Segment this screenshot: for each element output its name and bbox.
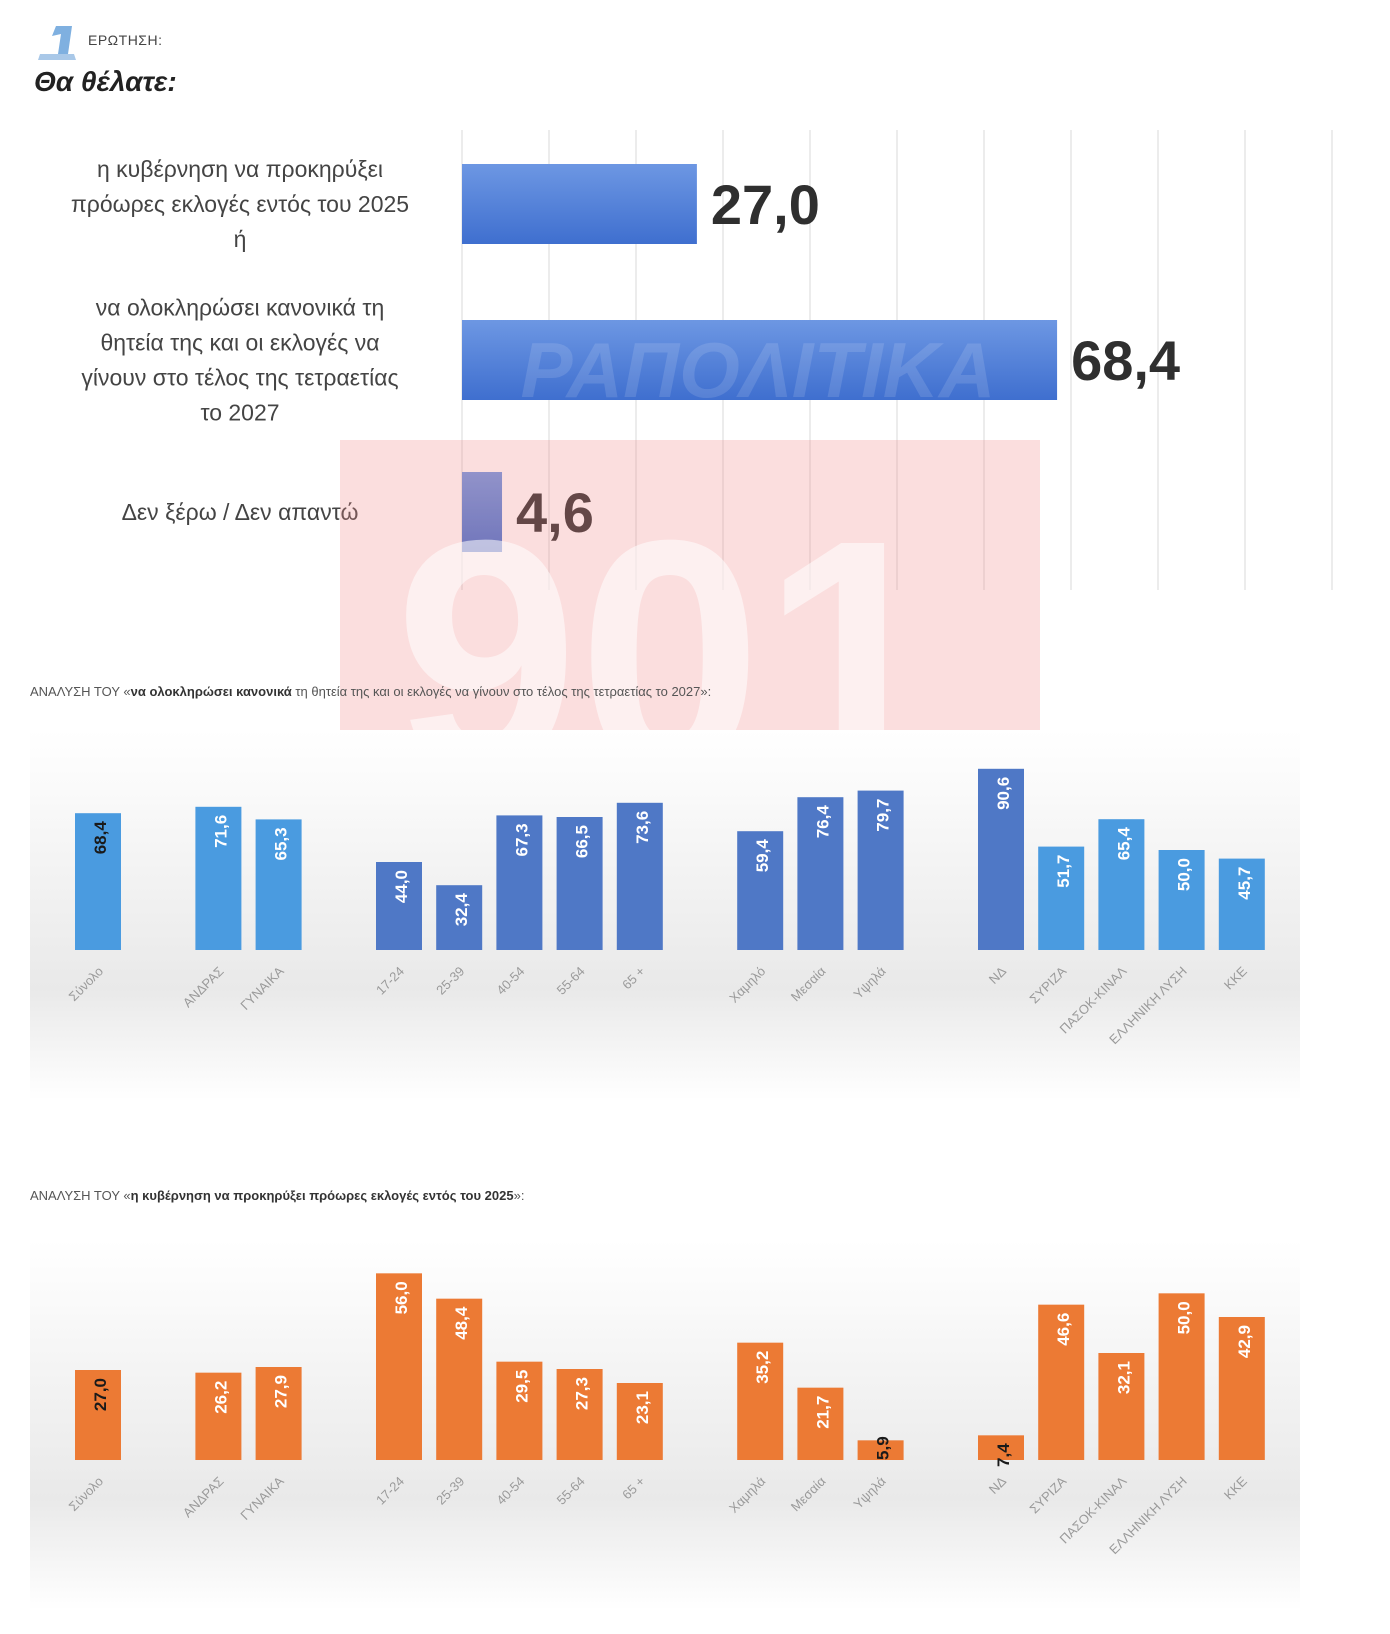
column-value-label: 5,9: [874, 1436, 893, 1460]
column-value-label: 73,6: [633, 811, 652, 844]
orange-section-title: ΑΝΑΛΥΣΗ ΤΟΥ «η κυβέρνηση να προκηρύξει π…: [30, 1188, 525, 1203]
column-bar: [496, 815, 543, 950]
question-number-icon: [38, 26, 76, 60]
summary-category-label: ή: [234, 226, 247, 252]
summary-category-label: η κυβέρνηση να προκηρύξει: [97, 156, 383, 182]
column-value-label: 46,6: [1054, 1313, 1073, 1346]
column-bar: [376, 862, 422, 950]
orange-column-chart: 27,0Σύνολο26,2ΑΝΔΡΑΣ27,9ΓΥΝΑΙΚΑ56,017-24…: [30, 1240, 1300, 1610]
column-value-label: 32,1: [1114, 1361, 1133, 1394]
column-bar: [1218, 1317, 1265, 1460]
column-value-label: 68,4: [91, 821, 110, 855]
column-bar: [496, 1361, 543, 1460]
column-bar: [195, 806, 242, 950]
chart-background: [30, 730, 1300, 1100]
summary-value-label: 27,0: [711, 173, 820, 236]
column-value-label: 29,5: [512, 1370, 531, 1403]
column-bar: [1158, 850, 1205, 950]
column-value-label: 32,4: [452, 893, 471, 927]
question-header: ΕΡΩΤΗΣΗ: Θα θέλατε:: [30, 22, 630, 102]
column-value-label: 67,3: [512, 823, 531, 856]
column-bar: [75, 813, 121, 950]
watermark-band-text: ΡΑΠΟΛΙΤΙΚΑ: [521, 326, 996, 414]
column-value-label: 23,1: [633, 1391, 652, 1424]
column-value-label: 42,9: [1235, 1325, 1254, 1358]
column-value-label: 59,4: [753, 839, 772, 873]
column-bar: [1038, 846, 1085, 950]
summary-category-label: πρόωρες εκλογές εντός του 2025: [71, 191, 409, 217]
summary-bar: [462, 320, 1058, 400]
blue-column-chart: 68,4Σύνολο71,6ΑΝΔΡΑΣ65,3ΓΥΝΑΙΚΑ44,017-24…: [30, 730, 1300, 1100]
column-value-label: 56,0: [392, 1281, 411, 1314]
column-bar: [1218, 858, 1265, 950]
column-bar: [737, 831, 784, 950]
column-value-label: 27,0: [91, 1378, 110, 1411]
column-bar: [978, 1435, 1024, 1460]
column-value-label: 66,5: [573, 825, 592, 858]
column-bar: [1038, 1304, 1085, 1460]
summary-category-label: να ολοκληρώσει κανονικά τη: [96, 295, 384, 321]
summary-bar: [462, 472, 503, 552]
column-value-label: 35,2: [753, 1351, 772, 1384]
column-value-label: 45,7: [1235, 867, 1254, 900]
column-bar: [1098, 819, 1145, 950]
column-value-label: 51,7: [1054, 855, 1073, 888]
column-bar: [797, 797, 844, 950]
summary-bar: [462, 164, 697, 244]
summary-value-label: 68,4: [1071, 329, 1180, 392]
column-value-label: 65,3: [272, 827, 291, 860]
column-bar: [255, 819, 302, 950]
column-value-label: 50,0: [1175, 858, 1194, 891]
column-bar: [737, 1342, 784, 1460]
summary-bar-chart: 27,0 η κυβέρνηση να προκηρύξει πρόωρες εκλ…: [71, 130, 1333, 590]
column-bar: [436, 1298, 483, 1460]
column-bar: [978, 768, 1024, 950]
column-value-label: 27,9: [272, 1375, 291, 1408]
column-value-label: 79,7: [874, 799, 893, 832]
summary-category-label: το 2027: [200, 400, 279, 426]
chart-background: [30, 1240, 1300, 1610]
column-bar: [857, 790, 904, 950]
column-bar: [1098, 1353, 1145, 1460]
column-bar: [195, 1372, 242, 1460]
summary-category-label: Δεν ξέρω / Δεν απαντώ: [122, 499, 359, 525]
column-bar: [857, 1440, 904, 1460]
summary-category-label: γίνουν στο τέλος της τετραετίας: [81, 365, 398, 391]
column-value-label: 7,4: [994, 1443, 1013, 1467]
column-bar: [255, 1367, 302, 1460]
column-value-label: 90,6: [994, 777, 1013, 810]
column-bar: [556, 1369, 603, 1460]
column-bar: [616, 1383, 663, 1460]
column-value-label: 48,4: [452, 1306, 471, 1340]
column-value-label: 65,4: [1114, 827, 1133, 861]
column-bar: [436, 885, 483, 950]
column-value-label: 76,4: [813, 805, 832, 839]
column-value-label: 71,6: [211, 815, 230, 848]
column-value-label: 44,0: [392, 870, 411, 903]
question-label: ΕΡΩΤΗΣΗ:: [88, 32, 163, 48]
column-bar: [75, 1370, 121, 1460]
column-bar: [1158, 1293, 1205, 1460]
column-value-label: 21,7: [813, 1396, 832, 1429]
column-value-label: 50,0: [1175, 1301, 1194, 1334]
column-value-label: 27,3: [573, 1377, 592, 1410]
column-bar: [616, 802, 663, 950]
summary-value-label: 4,6: [516, 481, 594, 544]
column-bar: [556, 817, 603, 950]
column-bar: [797, 1387, 844, 1460]
summary-category-label: θητεία της και οι εκλογές να: [100, 330, 379, 356]
column-value-label: 26,2: [211, 1381, 230, 1414]
blue-section-title: ΑΝΑΛΥΣΗ ΤΟΥ «να ολοκληρώσει κανονικά τη …: [30, 684, 712, 699]
column-bar: [376, 1273, 422, 1460]
question-title: Θα θέλατε:: [34, 66, 177, 97]
